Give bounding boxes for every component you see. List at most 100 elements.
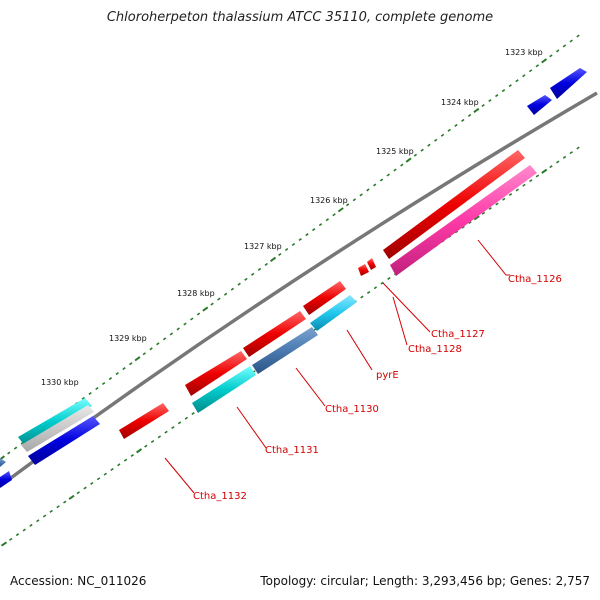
scale-label: 1324 kbp	[441, 98, 479, 107]
gene-label-pyrE: pyrE	[376, 370, 399, 381]
gene-ctha-1126-red[interactable]	[383, 150, 525, 259]
scale-tick	[156, 342, 160, 346]
gene-ctha-1132[interactable]	[119, 403, 169, 439]
gene-ctha-1130-steel[interactable]	[252, 327, 318, 374]
scale-tick	[325, 218, 329, 222]
scale-tick	[541, 58, 548, 64]
scale-tick	[63, 500, 67, 504]
scale-tick	[49, 509, 53, 513]
gene-left-edge-top[interactable]	[0, 458, 6, 467]
scale-tick	[7, 451, 11, 455]
scale-tick	[257, 267, 262, 271]
scale-tick	[244, 277, 248, 281]
gene-small[interactable]	[358, 258, 376, 276]
gene-ctha-1131-cyan[interactable]	[192, 366, 256, 413]
scale-tick	[68, 494, 75, 500]
scale-tick	[13, 446, 18, 450]
gene-ctha-1131[interactable]	[185, 351, 247, 396]
scale-tick	[405, 157, 412, 163]
gene-ctha-1126-magenta[interactable]	[390, 165, 537, 276]
scale-tick	[541, 168, 548, 174]
scale-tick	[264, 262, 268, 266]
scale-tick	[171, 426, 175, 430]
scale-tick	[569, 151, 573, 155]
scale-tick	[360, 295, 364, 299]
scale-tick	[337, 207, 344, 213]
scale-tick	[270, 256, 277, 263]
scale-tick	[387, 276, 391, 280]
scale-tick	[413, 153, 418, 157]
gene-left-grey[interactable]	[21, 405, 94, 452]
scale-tick	[481, 211, 486, 215]
gene-ctha-1128[interactable]	[303, 281, 346, 315]
scale-tick	[447, 128, 451, 132]
scale-tick	[427, 143, 431, 147]
scale-tick	[386, 173, 390, 177]
scale-tick	[202, 306, 209, 312]
scale-tick	[576, 146, 580, 150]
scale-tick	[562, 155, 567, 159]
scale-tick	[569, 39, 573, 43]
map-title: Chloroherpeton thalassium ATCC 35110, co…	[106, 10, 494, 25]
scale-tick	[473, 107, 480, 114]
scale-tick	[502, 197, 506, 201]
scale-label: 1323 kbp	[505, 48, 543, 57]
scale-tick	[488, 207, 492, 211]
scale-tick	[90, 481, 94, 485]
scale-tick	[379, 178, 384, 182]
scale-tick	[528, 69, 533, 73]
scale-tick	[549, 54, 553, 58]
scale-tick	[481, 103, 485, 108]
scale-tick	[150, 440, 155, 444]
gene-label-ctha-1131: Ctha_1131	[265, 445, 319, 456]
scale-tick	[359, 193, 363, 197]
gene-pyrE[interactable]	[310, 295, 357, 331]
scale-tick	[123, 458, 128, 462]
scale-tick	[210, 302, 214, 306]
scale-tick	[501, 89, 506, 93]
scale-tick	[345, 203, 350, 207]
scale-tick	[495, 202, 499, 206]
gene-ctha-1130[interactable]	[243, 311, 306, 357]
gene-label-ctha-1128: Ctha_1128	[408, 344, 462, 355]
scale-tick	[136, 448, 143, 454]
scale-tick	[556, 49, 560, 53]
gene-left-edge-bottom[interactable]	[0, 471, 12, 488]
scale-tick	[467, 113, 472, 117]
scale-tick	[183, 322, 187, 326]
scale-tick	[103, 472, 107, 476]
scale-tick	[230, 287, 235, 291]
scale-tick	[454, 123, 458, 127]
scale-tick	[420, 148, 424, 152]
scale-label: 1330 kbp	[41, 378, 79, 387]
scale-tick	[562, 44, 567, 48]
scale-tick	[461, 118, 465, 122]
scale-tick	[22, 528, 26, 532]
scale-tick	[508, 84, 512, 88]
scale-tick	[278, 252, 282, 256]
gene-left-blue[interactable]	[28, 416, 100, 465]
scale-tick	[237, 282, 241, 286]
gene-arrow[interactable]	[550, 68, 587, 99]
scale-tick	[15, 533, 20, 537]
scale-tick	[373, 286, 378, 290]
scale-tick	[461, 225, 465, 229]
scale-tick	[0, 541, 8, 547]
scale-tick	[291, 242, 296, 247]
scale-tick	[81, 396, 85, 400]
scale-label: 1327 kbp	[244, 242, 282, 251]
scale-tick	[495, 94, 499, 98]
scale-tick	[117, 463, 121, 467]
scale-tick	[36, 519, 40, 523]
scale-tick	[556, 160, 560, 164]
scale-tick	[157, 435, 162, 439]
scale-tick	[515, 79, 519, 83]
scale-tick	[576, 34, 580, 38]
scale-tick	[488, 99, 492, 103]
scale-tick	[535, 64, 540, 68]
gene-arrow[interactable]	[527, 95, 552, 115]
gene-left-cyan[interactable]	[18, 398, 92, 446]
scale-tick	[184, 416, 189, 420]
label-leaders	[164, 239, 510, 494]
